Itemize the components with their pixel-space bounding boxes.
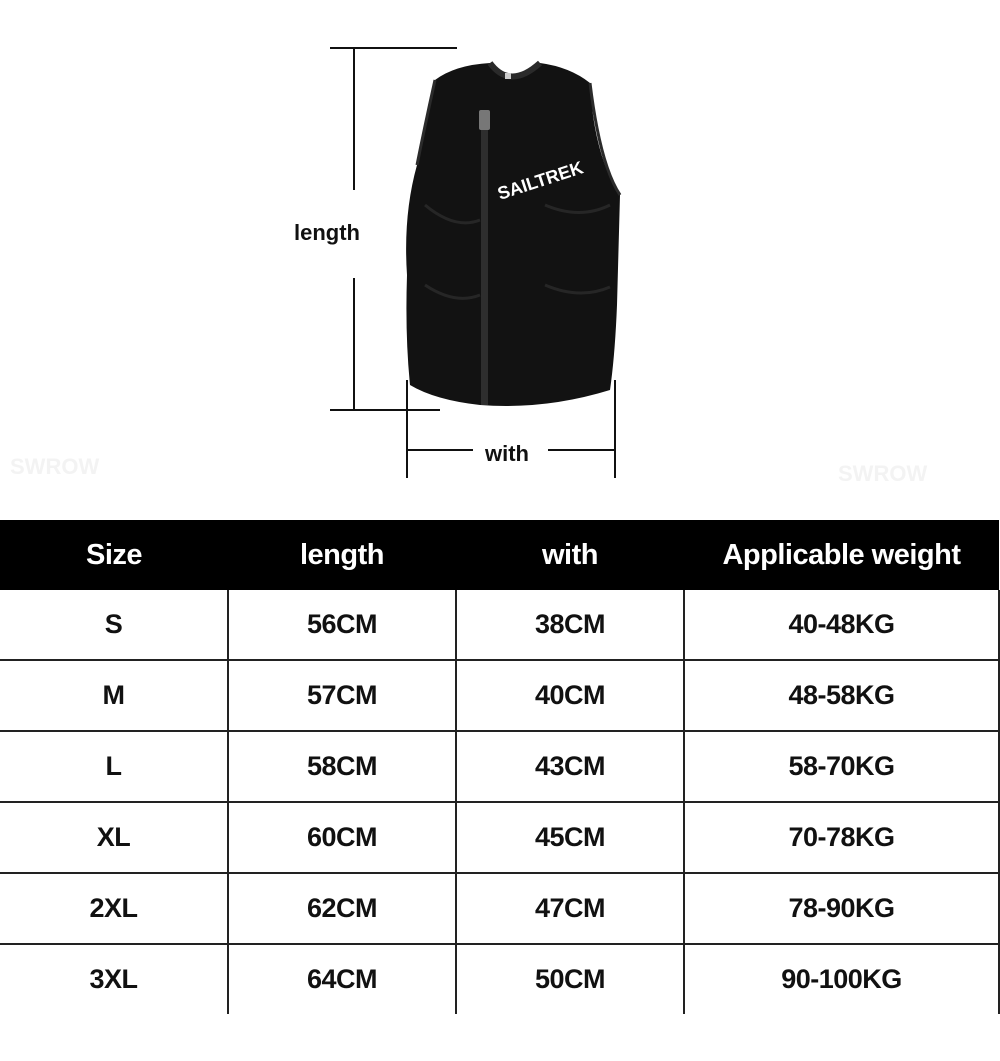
cell-width: 38CM	[455, 590, 685, 661]
header-size: Size	[0, 520, 228, 590]
length-label: length	[294, 220, 360, 245]
cell-width: 40CM	[455, 659, 685, 732]
cell-length: 56CM	[227, 590, 457, 661]
cell-weight: 40-48KG	[683, 590, 1000, 661]
cell-size: 2XL	[0, 872, 229, 945]
cell-size: XL	[0, 801, 229, 874]
cell-length: 62CM	[227, 872, 457, 945]
cell-width: 47CM	[455, 872, 685, 945]
cell-weight: 70-78KG	[683, 801, 1000, 874]
cell-width: 43CM	[455, 730, 685, 803]
cell-weight: 48-58KG	[683, 659, 1000, 732]
cell-size: S	[0, 590, 229, 661]
watermark-left: SWROW	[10, 454, 100, 479]
cell-size: L	[0, 730, 229, 803]
vest-image: SAILTREK	[406, 60, 622, 406]
cell-length: 57CM	[227, 659, 457, 732]
watermark-right: SWROW	[838, 461, 928, 486]
table-row: L 58CM 43CM 58-70KG	[0, 730, 1000, 803]
cell-length: 60CM	[227, 801, 457, 874]
cell-size: 3XL	[0, 943, 229, 1014]
table-row: M 57CM 40CM 48-58KG	[0, 659, 1000, 732]
cell-size: M	[0, 659, 229, 732]
cell-width: 45CM	[455, 801, 685, 874]
table-row: S 56CM 38CM 40-48KG	[0, 590, 1000, 661]
table-row: 3XL 64CM 50CM 90-100KG	[0, 943, 1000, 1014]
cell-width: 50CM	[455, 943, 685, 1014]
table-row: 2XL 62CM 47CM 78-90KG	[0, 872, 1000, 945]
cell-length: 64CM	[227, 943, 457, 1014]
table-row: XL 60CM 45CM 70-78KG	[0, 801, 1000, 874]
size-chart-table: Size length with Applicable weight S 56C…	[0, 520, 1000, 1014]
cell-length: 58CM	[227, 730, 457, 803]
table-header-row: Size length with Applicable weight	[0, 520, 999, 590]
cell-weight: 58-70KG	[683, 730, 1000, 803]
header-width: with	[456, 520, 684, 590]
header-length: length	[228, 520, 456, 590]
cell-weight: 78-90KG	[683, 872, 1000, 945]
header-weight: Applicable weight	[684, 520, 999, 590]
width-label: with	[485, 441, 529, 466]
cell-weight: 90-100KG	[683, 943, 1000, 1014]
